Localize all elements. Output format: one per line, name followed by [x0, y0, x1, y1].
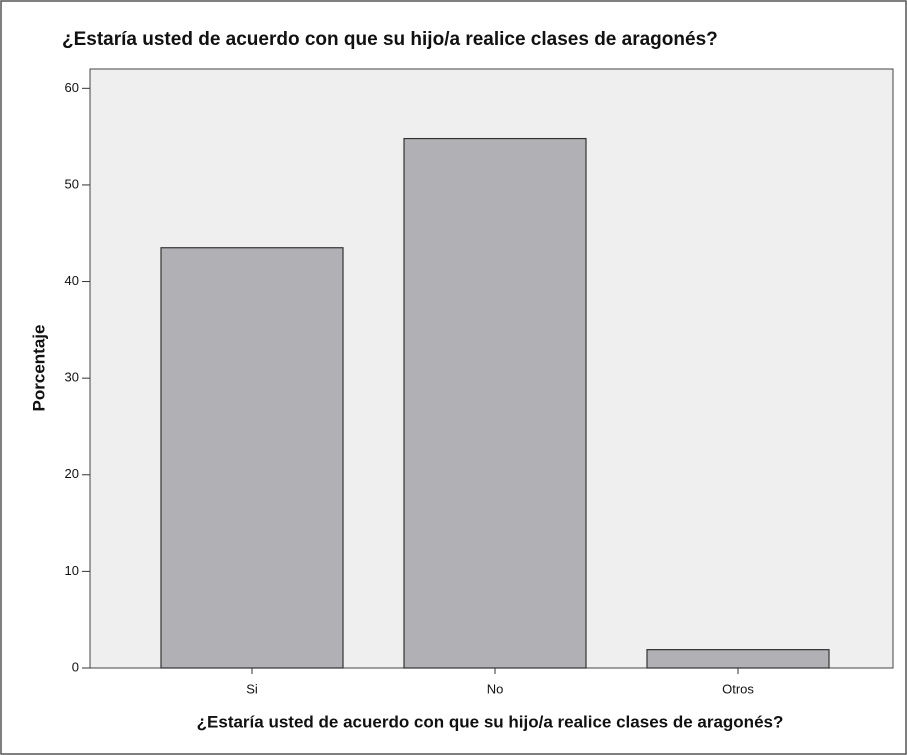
- y-tick-label: 10: [65, 563, 79, 578]
- x-tick-label: No: [487, 681, 504, 696]
- chart-title: ¿Estaría usted de acuerdo con que su hij…: [62, 29, 718, 50]
- x-tick-label: Otros: [722, 681, 754, 696]
- y-tick-label: 0: [72, 659, 79, 674]
- bar: [160, 247, 344, 669]
- y-tick-label: 30: [65, 370, 79, 385]
- bar: [403, 137, 587, 669]
- y-tick-label: 60: [65, 80, 79, 95]
- y-tick-label: 40: [65, 273, 79, 288]
- x-axis-label: ¿Estaría usted de acuerdo con que su hij…: [197, 712, 784, 731]
- bar: [646, 649, 830, 669]
- y-axis-label: Porcentaje: [29, 325, 48, 412]
- y-tick-label: 50: [65, 176, 79, 191]
- y-tick-label: 20: [65, 466, 79, 481]
- x-tick-label: Si: [246, 681, 258, 696]
